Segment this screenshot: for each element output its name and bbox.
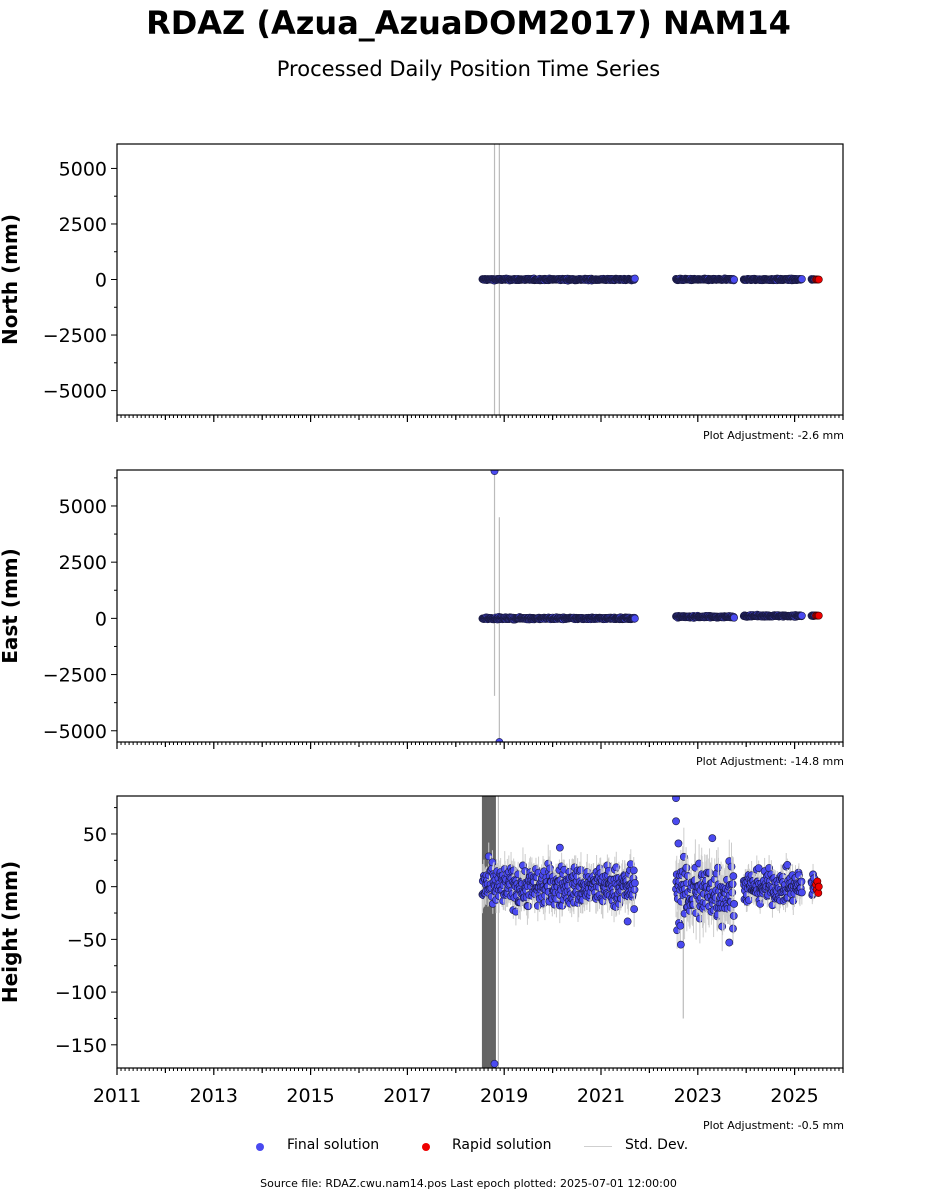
final-solution-point: [730, 275, 738, 284]
final-solution-point: [725, 938, 734, 947]
final-solution-point: [682, 863, 691, 872]
final-solution-point: [745, 896, 753, 904]
final-solution-point: [728, 880, 737, 888]
chart-subtitle: Processed Daily Position Time Series: [276, 57, 661, 81]
final-solution-point: [623, 917, 632, 926]
final-solution-point: [797, 888, 806, 897]
final-solution-point: [630, 614, 639, 623]
y-tick-label: 5000: [59, 496, 107, 518]
y-tick-label: −2500: [43, 325, 107, 347]
final-solution-point: [490, 1059, 499, 1068]
north-panel: −5000 −2500 0 2500 5000 North (mm): [0, 143, 844, 422]
final-solution-point: [630, 905, 639, 914]
final-solution-point: [730, 613, 738, 622]
final-solution-point: [488, 858, 497, 867]
height-axis-label: Height (mm): [0, 861, 22, 1003]
y-tick-label: −2500: [43, 665, 107, 687]
y-tick-label: −150: [55, 1035, 107, 1057]
final-solution-point: [729, 924, 737, 933]
y-tick-label: 50: [83, 824, 107, 846]
height-data: [478, 796, 823, 1068]
final-solution-point: [524, 902, 533, 911]
final-solution-point: [630, 879, 639, 887]
y-tick-label: −5000: [43, 381, 107, 403]
final-solution-point: [626, 860, 635, 869]
east-data: [478, 470, 823, 742]
rapid-solution-point: [814, 611, 823, 620]
final-solution-point: [674, 839, 683, 848]
final-solution-point: [730, 900, 738, 908]
y-tick-label: 0: [95, 608, 107, 630]
final-solution-point: [672, 817, 680, 826]
final-solution-point: [495, 738, 504, 742]
east-axis-label: East (mm): [0, 548, 22, 664]
east-panel: −5000 −2500 0 2500 5000 East (mm): [0, 469, 844, 749]
y-tick-label: 0: [95, 877, 107, 899]
y-tick-label: 2500: [59, 552, 107, 574]
north-data: [478, 144, 823, 415]
final-solution-point: [676, 940, 685, 949]
final-solution-point: [629, 866, 638, 875]
final-solution-point: [797, 275, 806, 283]
final-solution-point: [797, 611, 806, 620]
y-tick-label: 2500: [59, 214, 107, 236]
chart-title: RDAZ (Azua_AzuaDOM2017) NAM14: [146, 4, 791, 42]
final-solution-point: [490, 470, 499, 476]
final-solution-point: [612, 863, 621, 872]
rapid-solution-point: [814, 882, 823, 891]
y-tick-label: 5000: [59, 158, 107, 180]
y-tick-label: −5000: [43, 721, 107, 743]
final-solution-point: [783, 861, 792, 869]
east-frame: [116, 469, 844, 743]
y-tick-label: −50: [67, 929, 107, 951]
y-tick-label: −100: [55, 982, 107, 1004]
north-axis-label: North (mm): [0, 214, 22, 345]
final-solution-point: [708, 834, 717, 843]
y-tick-label: 0: [95, 270, 107, 292]
final-solution-point: [555, 843, 564, 852]
final-solution-point: [546, 864, 554, 873]
rapid-solution-point: [814, 275, 823, 284]
final-solution-point: [672, 796, 680, 803]
final-solution-point: [630, 274, 639, 283]
final-solution-point: [729, 872, 738, 881]
final-solution-point: [676, 921, 685, 930]
